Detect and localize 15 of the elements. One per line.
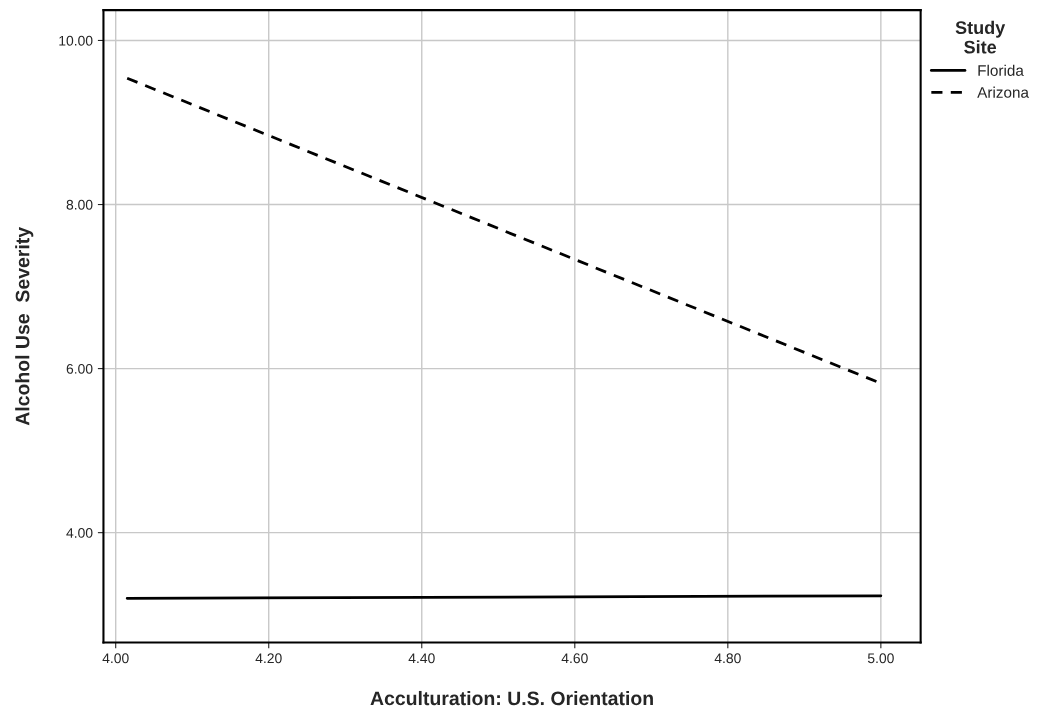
x-tick-label: 4.00 — [102, 653, 129, 664]
y-axis-title: Alcohol Use Severity — [15, 227, 34, 426]
x-tick-label: 4.40 — [408, 653, 435, 664]
y-tick-label: 4.00 — [66, 527, 93, 538]
x-tick-label: 4.60 — [561, 653, 588, 664]
legend-title: Study Site — [955, 20, 1006, 54]
x-tick-label: 4.20 — [255, 653, 282, 664]
x-tick-label: 4.80 — [714, 653, 741, 664]
x-tick-label: 5.00 — [867, 653, 894, 664]
y-tick-label: 8.00 — [66, 199, 93, 210]
y-tick-label: 10.00 — [59, 35, 93, 46]
x-axis-title: Acculturation: U.S. Orientation — [370, 690, 653, 706]
y-tick-label: 6.00 — [66, 363, 93, 374]
legend-label: Florida — [978, 64, 1024, 76]
legend-label: Arizona — [977, 86, 1029, 98]
